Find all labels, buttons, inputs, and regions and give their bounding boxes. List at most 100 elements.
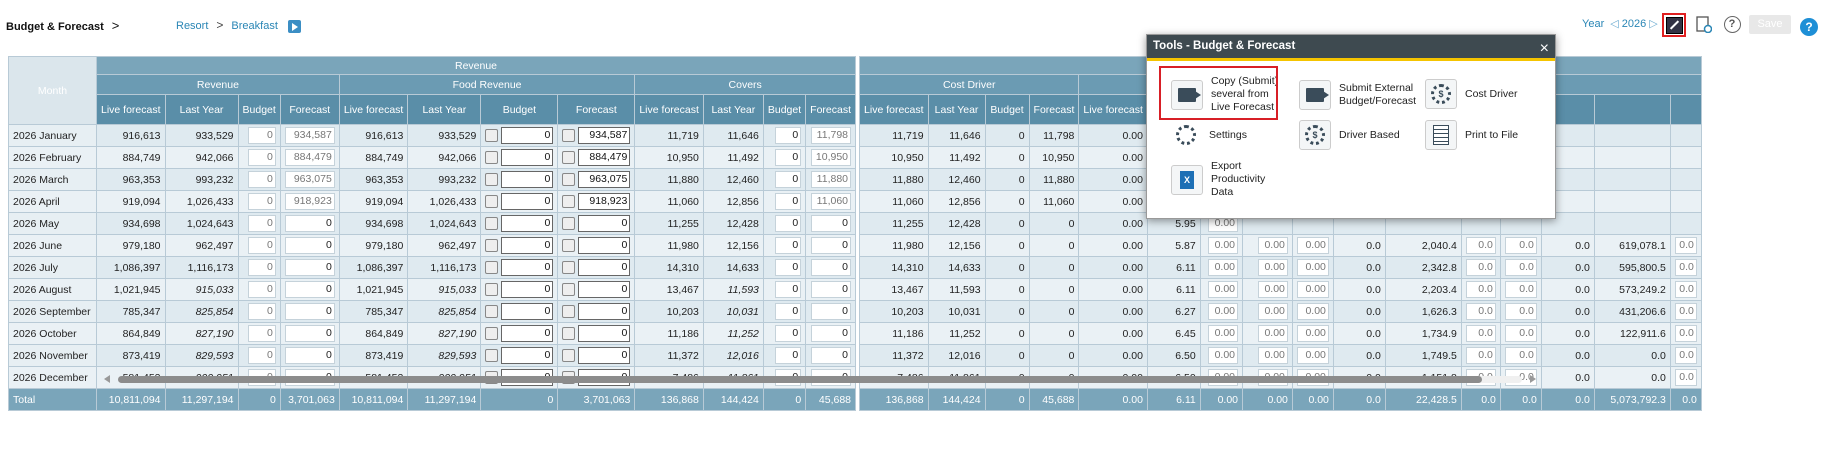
extra-cell[interactable]: 0.00 [1242, 300, 1293, 323]
scroll-right-icon[interactable] [1530, 375, 1536, 383]
extra-cell[interactable]: 0.00 [1291, 234, 1334, 257]
extra-cell[interactable]: 0.0 [1460, 322, 1501, 345]
covers-budget-input[interactable]: 0 [775, 149, 802, 166]
revenue-budget-input[interactable]: 0 [247, 237, 276, 254]
productivity-budget[interactable]: 0.00 [1199, 344, 1244, 367]
extra-cell-input[interactable]: 0.00 [1296, 303, 1329, 320]
extra-cell-input[interactable]: 0.0 [1504, 237, 1537, 254]
horizontal-scrollbar[interactable] [104, 373, 1536, 385]
covers-forecast[interactable]: 11,060 [805, 190, 857, 213]
cell-toggle-icon[interactable] [485, 173, 499, 186]
food-revenue-budget-input[interactable]: 0 [501, 215, 554, 232]
revenue-forecast-input[interactable]: 0 [284, 303, 335, 320]
revenue-forecast[interactable]: 918,923 [279, 190, 340, 213]
covers-forecast-input[interactable]: 0 [811, 325, 852, 342]
revenue-budget[interactable]: 0 [237, 344, 281, 367]
food-revenue-forecast-input[interactable]: 0 [578, 259, 631, 276]
extra-cell-input[interactable]: 0.00 [1296, 259, 1329, 276]
extra-cell[interactable]: 0.0 [1460, 256, 1501, 279]
revenue-forecast[interactable]: 0 [279, 300, 340, 323]
extra-cell-input[interactable]: 0.0 [1674, 259, 1697, 276]
covers-budget-input[interactable]: 0 [775, 259, 802, 276]
scroll-thumb[interactable] [118, 376, 1482, 383]
cell-toggle-icon[interactable] [562, 305, 576, 318]
food-revenue-forecast[interactable]: 934,587 [557, 124, 636, 147]
food-revenue-budget[interactable]: 0 [480, 300, 559, 323]
food-revenue-budget[interactable]: 0 [480, 212, 559, 235]
extra-cell-input[interactable]: 0.0 [1465, 237, 1496, 254]
food-revenue-forecast[interactable]: 0 [557, 300, 636, 323]
revenue-budget-input[interactable]: 0 [247, 347, 276, 364]
tool-driver-based[interactable]: $ Driver Based [1299, 120, 1400, 150]
food-revenue-budget-input[interactable]: 0 [501, 149, 554, 166]
revenue-budget[interactable]: 0 [237, 300, 281, 323]
chevron-left-icon[interactable]: ◁ [1610, 18, 1619, 30]
extra-cell[interactable]: 0.0 [1499, 300, 1542, 323]
extra-cell-input[interactable]: 0.00 [1296, 237, 1329, 254]
extra-cell[interactable]: 0.00 [1291, 344, 1334, 367]
productivity-budget-input[interactable]: 0.00 [1208, 325, 1239, 342]
year-value[interactable]: 2026 [1621, 18, 1647, 30]
tools-button[interactable] [1662, 13, 1686, 37]
covers-forecast[interactable]: 0 [805, 322, 857, 345]
covers-forecast[interactable]: 0 [805, 256, 857, 279]
extra-cell[interactable]: 0.0 [1460, 278, 1501, 301]
covers-forecast-input[interactable]: 0 [811, 303, 852, 320]
revenue-forecast-input[interactable]: 0 [284, 237, 335, 254]
revenue-budget[interactable]: 0 [237, 212, 281, 235]
extra-cell[interactable]: 0.0 [1499, 234, 1542, 257]
food-revenue-forecast-input[interactable]: 0 [578, 303, 631, 320]
extra-cell-input[interactable]: 0.0 [1674, 303, 1697, 320]
extra-cell[interactable]: 0.0 [1460, 234, 1501, 257]
revenue-budget-input[interactable]: 0 [247, 325, 276, 342]
tool-settings[interactable]: Settings [1171, 121, 1247, 149]
covers-budget-input[interactable]: 0 [775, 325, 802, 342]
extra-cell[interactable]: 0.0 [1669, 234, 1702, 257]
revenue-budget[interactable]: 0 [237, 256, 281, 279]
covers-forecast-input[interactable]: 10,950 [811, 149, 852, 166]
tool-print-to-file[interactable]: Print to File [1425, 120, 1518, 150]
revenue-forecast[interactable]: 0 [279, 322, 340, 345]
revenue-forecast[interactable]: 0 [279, 344, 340, 367]
covers-budget[interactable]: 0 [762, 212, 807, 235]
cell-toggle-icon[interactable] [562, 173, 576, 186]
close-icon[interactable]: × [1539, 40, 1549, 57]
revenue-forecast[interactable]: 0 [279, 256, 340, 279]
productivity-budget-input[interactable]: 0.00 [1208, 347, 1239, 364]
revenue-forecast[interactable]: 963,075 [279, 168, 340, 191]
extra-cell[interactable]: 0.00 [1242, 234, 1293, 257]
revenue-budget[interactable]: 0 [237, 190, 281, 213]
covers-forecast[interactable]: 0 [805, 212, 857, 235]
extra-cell-input[interactable]: 0.00 [1257, 237, 1288, 254]
cell-toggle-icon[interactable] [485, 349, 499, 362]
covers-budget-input[interactable]: 0 [775, 281, 802, 298]
extra-cell[interactable]: 0.00 [1242, 256, 1293, 279]
productivity-budget-input[interactable]: 0.00 [1208, 237, 1239, 254]
food-revenue-budget-input[interactable]: 0 [501, 237, 554, 254]
food-revenue-forecast-input[interactable]: 0 [578, 215, 631, 232]
covers-forecast[interactable]: 11,798 [805, 124, 857, 147]
food-revenue-budget-input[interactable]: 0 [501, 325, 554, 342]
help-bubble-icon[interactable]: ? [1800, 18, 1818, 36]
extra-cell-input[interactable]: 0.0 [1465, 347, 1496, 364]
covers-forecast-input[interactable]: 0 [811, 237, 852, 254]
food-revenue-budget[interactable]: 0 [480, 344, 559, 367]
tool-copy-submit[interactable]: Copy (Submit) several from Live Forecast [1171, 75, 1281, 114]
extra-cell-input[interactable]: 0.0 [1465, 303, 1496, 320]
settings-button[interactable] [1694, 14, 1714, 34]
cell-toggle-icon[interactable] [562, 327, 576, 340]
covers-budget[interactable]: 0 [762, 278, 807, 301]
covers-budget[interactable]: 0 [762, 124, 807, 147]
food-revenue-budget-input[interactable]: 0 [501, 193, 554, 210]
extra-cell[interactable]: 0.0 [1460, 300, 1501, 323]
revenue-forecast-input[interactable]: 918,923 [284, 193, 335, 210]
food-revenue-budget-input[interactable]: 0 [501, 347, 554, 364]
covers-forecast-input[interactable]: 0 [811, 347, 852, 364]
productivity-budget-input[interactable]: 0.00 [1208, 303, 1239, 320]
extra-cell-input[interactable]: 0.0 [1674, 281, 1697, 298]
food-revenue-budget-input[interactable]: 0 [501, 303, 554, 320]
cell-toggle-icon[interactable] [562, 129, 576, 142]
revenue-budget[interactable]: 0 [237, 278, 281, 301]
food-revenue-forecast[interactable]: 918,923 [557, 190, 636, 213]
extra-cell[interactable]: 0.0 [1669, 278, 1702, 301]
